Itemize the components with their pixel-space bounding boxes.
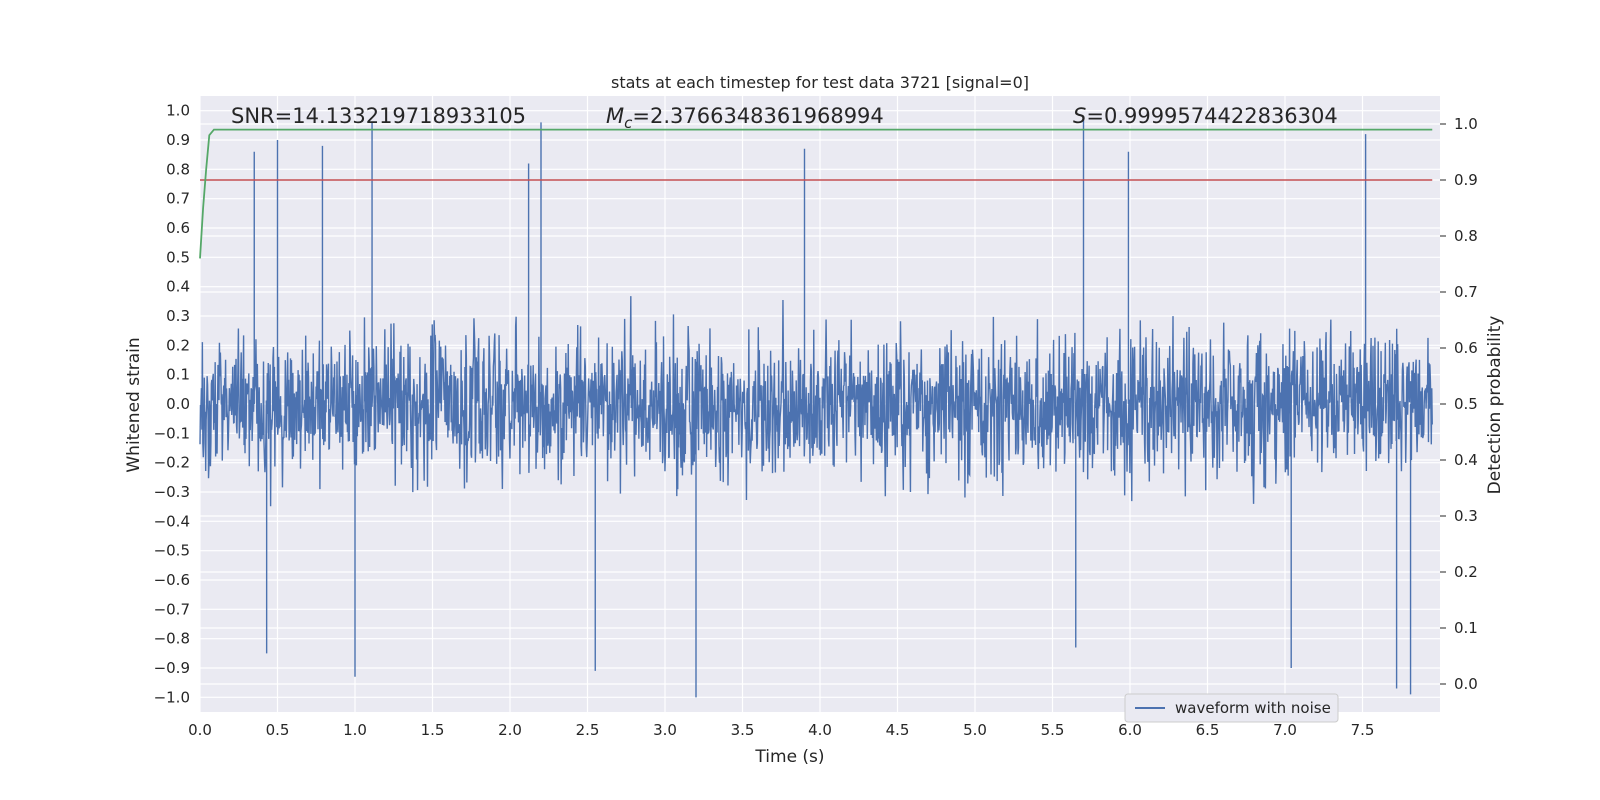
right-axis-title: Detection probability — [1485, 316, 1505, 495]
x-tick-label: 2.0 — [498, 721, 522, 739]
probability-line — [199, 128, 1433, 259]
left-tick-label: −0.8 — [154, 630, 190, 648]
x-tick-label: 7.0 — [1273, 721, 1297, 739]
x-tick-label: 4.5 — [886, 721, 910, 739]
score-annotation: S=0.9999574422836304 — [1073, 104, 1338, 128]
x-tick-label: 5.5 — [1041, 721, 1065, 739]
right-tick-label: 0.5 — [1454, 395, 1478, 413]
left-tick-label: 1.0 — [166, 102, 190, 120]
waveform-series — [199, 119, 1433, 698]
left-tick-label: −0.5 — [154, 542, 190, 560]
chirp-mass-symbol: M — [606, 104, 624, 128]
left-tick-label: −0.9 — [154, 659, 190, 677]
left-tick-label: 0.5 — [166, 248, 190, 266]
x-axis: 0.0 0.5 1.0 1.5 2.0 2.5 3.0 3.5 4.0 4.5 5.0 5.5 6.0 6… — [188, 721, 1374, 739]
right-tick-label: 0.3 — [1454, 507, 1478, 525]
left-tick-label: −0.3 — [154, 483, 190, 501]
legend-label: waveform with noise — [1175, 699, 1331, 717]
score-symbol: S — [1073, 104, 1086, 128]
left-tick-label: 0.4 — [166, 278, 190, 296]
x-tick-label: 1.0 — [343, 721, 367, 739]
chart-title: stats at each timestep for test data 372… — [611, 73, 1029, 92]
x-tick-label: 5.0 — [963, 721, 987, 739]
left-axis: 1.0 0.9 0.8 0.7 0.6 0.5 0.4 0.3 0.2 0.1 0.0 −0.1 −0.… — [154, 102, 190, 707]
left-tick-label: 0.6 — [166, 219, 190, 237]
right-axis: 1.0 0.9 0.8 0.7 0.6 0.5 0.4 0.3 0.2 0.1 0.0 — [1440, 115, 1478, 693]
chirp-mass-annotation: Mc=2.3766348361968994 — [606, 104, 884, 132]
legend: waveform with noise — [1124, 693, 1339, 723]
chirp-mass-value: =2.3766348361968994 — [632, 104, 883, 128]
left-tick-label: −0.6 — [154, 571, 190, 589]
left-tick-label: 0.1 — [166, 366, 190, 384]
x-tick-label: 3.0 — [653, 721, 677, 739]
x-tick-label: 0.0 — [188, 721, 212, 739]
right-tick-label: 0.9 — [1454, 171, 1478, 189]
chirp-mass-subscript: c — [624, 114, 633, 132]
right-tick-label: 0.2 — [1454, 563, 1478, 581]
x-tick-label: 3.5 — [731, 721, 755, 739]
left-tick-label: 0.9 — [166, 131, 190, 149]
left-tick-label: 0.2 — [166, 336, 190, 354]
waveform-line — [199, 119, 1433, 698]
x-tick-label: 2.5 — [576, 721, 600, 739]
left-tick-label: −0.1 — [154, 424, 190, 442]
score-value: =0.9999574422836304 — [1086, 104, 1337, 128]
left-tick-label: −0.7 — [154, 600, 190, 618]
x-tick-label: 4.0 — [808, 721, 832, 739]
left-tick-label: −0.4 — [154, 512, 190, 530]
x-tick-label: 0.5 — [266, 721, 290, 739]
left-axis-title: Whitened strain — [124, 337, 144, 472]
left-tick-label: 0.0 — [166, 395, 190, 413]
probability-series — [199, 128, 1433, 259]
right-tick-label: 1.0 — [1454, 115, 1478, 133]
right-tick-label: 0.7 — [1454, 283, 1478, 301]
left-tick-label: −1.0 — [154, 688, 190, 706]
left-tick-label: 0.3 — [166, 307, 190, 325]
x-tick-label: 7.5 — [1351, 721, 1375, 739]
x-tick-label: 6.5 — [1196, 721, 1220, 739]
right-tick-label: 0.0 — [1454, 675, 1478, 693]
right-tick-label: 0.8 — [1454, 227, 1478, 245]
x-tick-label: 1.5 — [421, 721, 445, 739]
x-tick-label: 6.0 — [1118, 721, 1142, 739]
right-tick-label: 0.1 — [1454, 619, 1478, 637]
x-axis-title: Time (s) — [754, 747, 824, 767]
right-tick-label: 0.6 — [1454, 339, 1478, 357]
left-tick-label: −0.2 — [154, 454, 190, 472]
left-tick-label: 0.7 — [166, 190, 190, 208]
legend-box — [1124, 693, 1339, 723]
left-tick-label: 0.8 — [166, 160, 190, 178]
snr-annotation: SNR=14.133219718933105 — [231, 104, 526, 128]
right-tick-label: 0.4 — [1454, 451, 1478, 469]
